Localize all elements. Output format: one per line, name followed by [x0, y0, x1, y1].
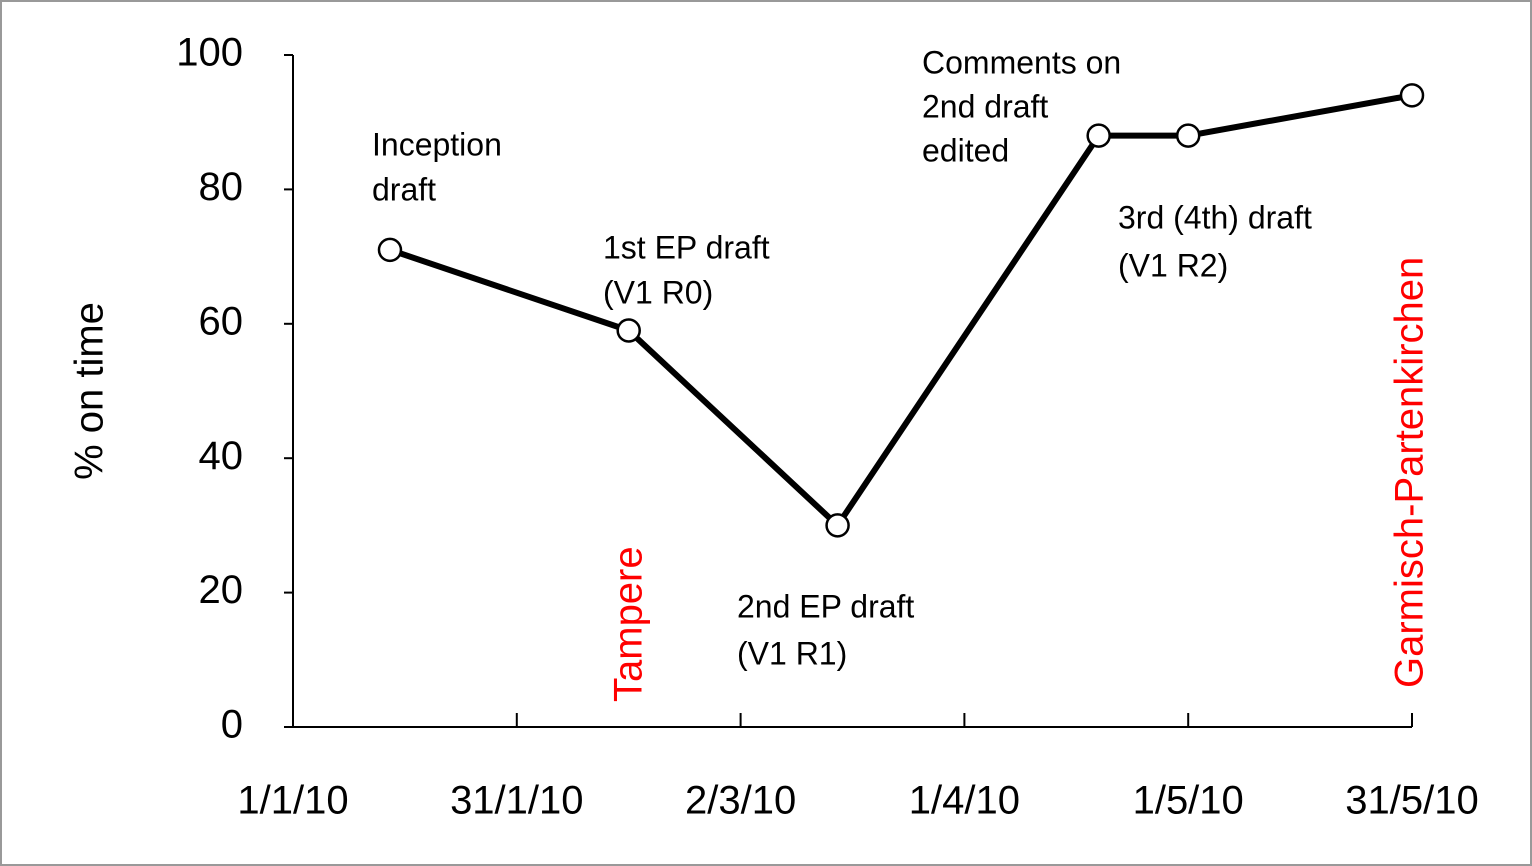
- data-line: [389, 92, 1413, 529]
- annotation: (V1 R0): [603, 274, 713, 310]
- annotation: 2nd EP draft: [737, 588, 914, 624]
- data-point: [1175, 123, 1201, 148]
- annotation: edited: [922, 132, 1009, 168]
- annotation: (V1 R2): [1118, 247, 1228, 283]
- y-axis-label: % on time: [68, 302, 112, 480]
- data-point: [1399, 83, 1425, 108]
- annotation: Inception: [372, 126, 502, 162]
- event-label: Tampere: [607, 546, 651, 702]
- annotation: (V1 R1): [737, 635, 847, 671]
- annotation: Comments on: [922, 44, 1121, 80]
- y-tick-label: 0: [221, 703, 243, 747]
- x-tick-label: 31/1/10: [450, 779, 583, 823]
- x-tick-label: 1/5/10: [1133, 779, 1244, 823]
- y-tick-label: 20: [199, 568, 244, 612]
- y-tick-label: 60: [199, 299, 244, 343]
- annotation: draft: [372, 171, 436, 207]
- x-tick-label: 1/1/10: [237, 779, 348, 823]
- data-point: [1086, 123, 1111, 148]
- x-tick-label: 1/4/10: [909, 779, 1020, 823]
- y-tick-label: 40: [199, 434, 244, 478]
- annotation: 3rd (4th) draft: [1118, 199, 1312, 235]
- annotation: 2nd draft: [922, 88, 1048, 124]
- x-tick-label: 2/3/10: [685, 779, 796, 823]
- data-point: [377, 237, 403, 263]
- data-point: [825, 513, 850, 538]
- y-tick-label: 100: [176, 31, 243, 75]
- y-tick-label: 80: [199, 165, 244, 209]
- annotation: 1st EP draft: [603, 229, 770, 265]
- x-tick-label: 31/5/10: [1345, 779, 1478, 823]
- event-label: Garmisch-Partenkirchen: [1388, 257, 1432, 688]
- data-point: [616, 318, 641, 343]
